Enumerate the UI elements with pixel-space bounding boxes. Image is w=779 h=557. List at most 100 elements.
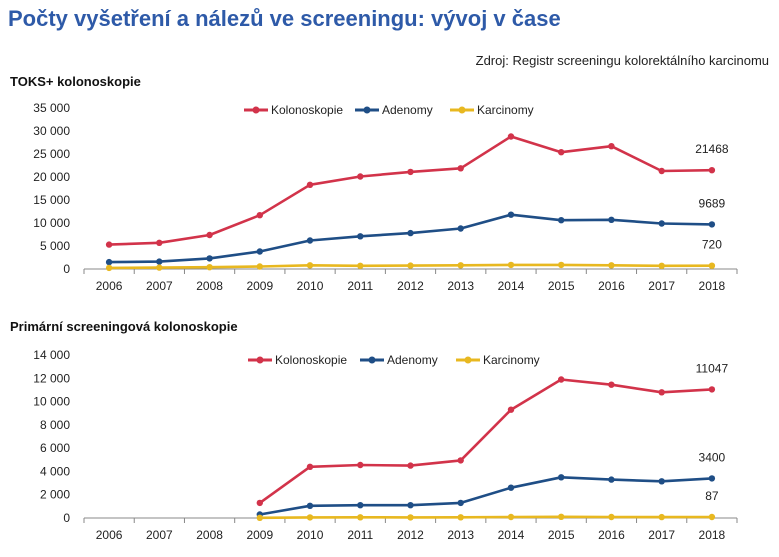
data-label-kolonoskopie: 11047 (696, 361, 729, 375)
data-point-adenomy (407, 502, 414, 509)
data-label-adenomy: 9689 (699, 196, 726, 210)
x-tick-label: 2011 (347, 528, 373, 542)
y-tick-label: 12 000 (33, 371, 70, 385)
legend-item: Karcinomy (450, 103, 534, 117)
data-point-kolonoskopie (407, 462, 414, 469)
data-point-adenomy (658, 478, 665, 485)
data-point-kolonoskopie (357, 461, 364, 469)
x-tick-label: 2015 (548, 528, 575, 542)
data-point-karcinomy (306, 262, 314, 269)
legend-marker (256, 356, 264, 364)
legend-label: Adenomy (387, 353, 438, 367)
data-point-adenomy (457, 499, 464, 507)
data-point-kolonoskopie (457, 165, 464, 172)
data-point-karcinomy (558, 513, 565, 520)
data-point-karcinomy (708, 513, 716, 521)
data-label-adenomy: 3400 (699, 450, 726, 464)
chart-title: TOKS+ kolonoskopie (10, 74, 141, 89)
x-tick-label: 2010 (297, 279, 324, 293)
x-tick-label: 2018 (699, 279, 726, 293)
legend-marker (252, 106, 260, 114)
legend-item: Kolonoskopie (244, 103, 343, 117)
x-tick-label: 2016 (598, 528, 625, 542)
page-title: Počty vyšetření a nálezů ve screeningu: … (8, 6, 561, 31)
legend-label: Adenomy (382, 103, 433, 117)
data-point-adenomy (357, 502, 364, 509)
x-tick-label: 2013 (447, 279, 474, 293)
data-point-karcinomy (507, 513, 515, 521)
data-point-kolonoskopie (608, 143, 615, 150)
y-tick-label: 20 000 (33, 170, 70, 184)
x-tick-label: 2010 (297, 528, 324, 542)
legend-marker (464, 356, 472, 364)
y-tick-label: 0 (63, 511, 70, 525)
data-point-karcinomy (658, 262, 665, 269)
data-point-karcinomy (407, 262, 414, 269)
data-point-adenomy (256, 248, 263, 255)
data-point-adenomy (558, 217, 565, 224)
legend-marker (458, 106, 466, 114)
data-point-karcinomy (708, 262, 716, 269)
data-point-kolonoskopie (558, 149, 565, 156)
data-point-kolonoskopie (256, 212, 263, 219)
legend-label: Karcinomy (477, 103, 534, 117)
x-tick-label: 2013 (447, 528, 474, 542)
series-line-adenomy (259, 475, 712, 516)
series-line-karcinomy (259, 515, 712, 520)
data-point-karcinomy (507, 261, 515, 269)
x-tick-label: 2012 (397, 528, 424, 542)
data-point-karcinomy (457, 514, 464, 521)
data-point-adenomy (558, 474, 565, 481)
data-point-kolonoskopie (156, 239, 163, 246)
x-tick-label: 2006 (96, 279, 123, 293)
legend-marker (368, 356, 376, 364)
legend-item: Kolonoskopie (248, 353, 347, 367)
x-tick-label: 2011 (347, 279, 373, 293)
data-point-karcinomy (357, 262, 364, 269)
data-point-kolonoskopie (256, 499, 263, 507)
data-point-kolonoskopie (658, 167, 665, 175)
chart-2: Primární screeningová kolonoskopie 2006 20… (10, 319, 738, 542)
data-point-kolonoskopie (357, 173, 364, 180)
x-tick-label: 2007 (146, 528, 173, 542)
legend-label: Kolonoskopie (271, 103, 343, 117)
x-tick-label: 2014 (498, 279, 525, 293)
data-point-karcinomy (608, 513, 615, 521)
y-tick-label: 10 000 (33, 395, 70, 409)
data-label-karcinomy: 87 (705, 489, 719, 503)
data-point-adenomy (507, 211, 515, 218)
data-point-kolonoskopie (558, 376, 565, 383)
series-line-kolonoskopie (259, 378, 712, 504)
data-point-adenomy (708, 475, 716, 482)
series-line-adenomy (109, 213, 712, 264)
x-tick-label: 2014 (498, 528, 525, 542)
legend-item: Adenomy (355, 103, 433, 117)
data-point-adenomy (457, 225, 464, 232)
data-point-kolonoskopie (306, 181, 314, 188)
data-point-karcinomy (457, 262, 464, 269)
x-tick-label: 2007 (146, 279, 173, 293)
data-point-karcinomy (558, 261, 565, 269)
data-point-kolonoskopie (407, 168, 414, 176)
data-point-adenomy (156, 258, 163, 265)
series-line-kolonoskopie (109, 135, 712, 246)
x-tick-label: 2009 (246, 528, 273, 542)
y-tick-label: 15 000 (33, 193, 70, 207)
data-point-kolonoskopie (708, 167, 716, 174)
data-label-kolonoskopie: 21468 (695, 142, 729, 156)
data-point-adenomy (608, 476, 615, 483)
data-point-adenomy (658, 220, 665, 227)
data-point-adenomy (357, 233, 364, 240)
y-tick-label: 4 000 (40, 464, 70, 478)
data-point-karcinomy (407, 514, 414, 521)
x-tick-label: 2009 (246, 279, 273, 293)
data-point-adenomy (206, 255, 213, 262)
data-point-kolonoskopie (457, 457, 464, 464)
x-tick-label: 2018 (699, 528, 726, 542)
data-point-adenomy (507, 484, 515, 491)
data-point-kolonoskopie (306, 463, 314, 470)
data-point-adenomy (306, 502, 314, 509)
y-tick-label: 25 000 (33, 147, 70, 161)
y-tick-label: 2 000 (40, 488, 70, 502)
